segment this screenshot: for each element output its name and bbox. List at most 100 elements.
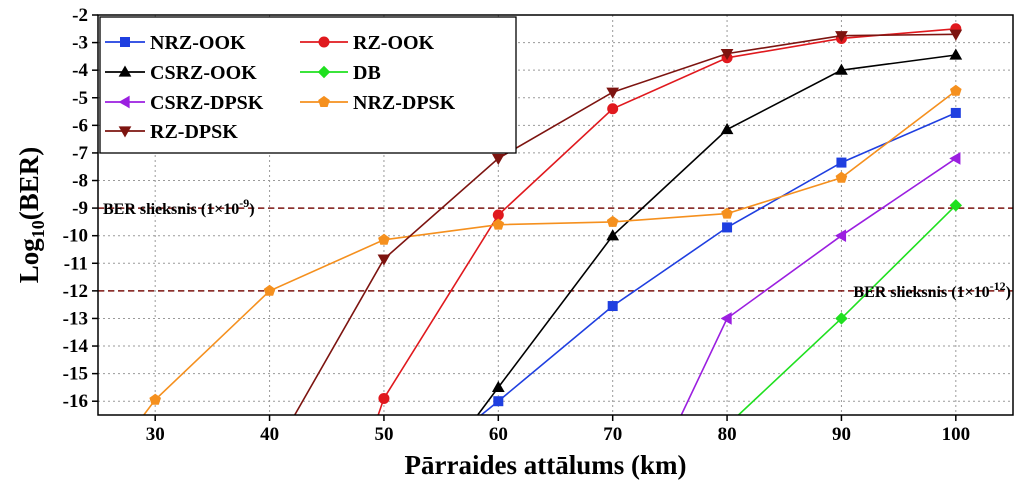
data-point-rz-ook [607, 103, 619, 115]
y-tick-label: -4 [72, 60, 88, 81]
legend-label: DB [353, 62, 381, 84]
series-layer [143, 23, 963, 415]
y-tick-label: -12 [63, 281, 88, 302]
threshold-label: BER slieksnis (1×10-12) [853, 279, 1011, 301]
y-tick-label: -5 [72, 88, 88, 109]
data-point-rz-dpsk [835, 31, 848, 43]
data-point-db [949, 199, 963, 212]
data-point-nrz-dpsk [378, 233, 390, 245]
threshold-annotations: BER slieksnis (1×10-9)BER slieksnis (1×1… [103, 196, 1011, 301]
data-point-rz-dpsk [949, 29, 963, 41]
data-point-rz-ook [378, 392, 390, 404]
data-point-csrz-ook [949, 48, 963, 60]
legend-label: NRZ-OOK [150, 32, 246, 54]
series-line-csrz-dpsk [680, 157, 957, 415]
y-axis-title-rest: (BER) [14, 147, 44, 221]
threshold-label-main: BER slieksnis (1×10 [853, 284, 989, 301]
data-point-rz-dpsk [377, 254, 391, 266]
x-tick-label: 30 [146, 424, 165, 445]
data-point-nrz-ook [722, 222, 733, 233]
series-nrz-dpsk [143, 84, 962, 415]
legend-swatch-marker [317, 65, 331, 79]
y-tick-label: -14 [63, 336, 89, 357]
y-tick-label: -13 [63, 308, 88, 329]
legend-swatch-marker [118, 126, 132, 138]
threshold-label-exp: -12 [990, 279, 1006, 293]
data-point-csrz-ook [720, 122, 734, 135]
series-rz-dpsk [294, 29, 963, 415]
legend: NRZ-OOK RZ-OOK CSRZ-OOK DB CSRZ-DPSK NRZ-DPSK… [99, 16, 517, 154]
x-axis-title: Pārraides attālums (km) [405, 450, 687, 480]
series-db [737, 199, 963, 415]
data-point-nrz-ook [836, 157, 847, 168]
y-tick-label: -16 [63, 391, 88, 412]
series-csrz-dpsk [680, 152, 961, 415]
x-tick-label: 50 [374, 424, 393, 445]
series-nrz-ook [480, 107, 961, 415]
series-csrz-ook [477, 48, 963, 415]
y-tick-label: -9 [72, 198, 88, 219]
series-line-nrz-ook [480, 112, 957, 415]
y-tick-label: -11 [64, 253, 88, 274]
legend-item-csrz-ook: CSRZ-OOK [105, 62, 257, 84]
threshold-lines [98, 207, 1013, 292]
legend-swatch-marker [118, 95, 130, 109]
legend-item-rz-ook: RZ-OOK [300, 32, 435, 54]
data-point-nrz-dpsk [492, 218, 505, 230]
legend-label: RZ-DPSK [150, 121, 238, 143]
legend-item-csrz-dpsk: CSRZ-DPSK [105, 92, 264, 114]
data-point-nrz-dpsk [606, 215, 619, 227]
threshold-label-main: BER slieksnis (1×10 [103, 201, 239, 218]
data-point-rz-dpsk [491, 153, 505, 165]
data-point-nrz-ook [607, 301, 618, 312]
x-tick-label: 90 [832, 424, 851, 445]
y-axis-title: Log10(BER) [14, 147, 48, 284]
plot-frame [97, 14, 1014, 416]
y-tick-label: -7 [72, 143, 88, 164]
legend-label: RZ-OOK [353, 32, 435, 54]
legend-swatch-marker [120, 37, 130, 47]
data-point-csrz-dpsk [720, 312, 732, 325]
data-point-db [835, 312, 848, 325]
legend-item-nrz-dpsk: NRZ-DPSK [300, 92, 456, 114]
legend-swatch-marker [318, 95, 330, 107]
x-tick-label: 40 [260, 424, 279, 445]
data-point-nrz-ook [493, 396, 504, 407]
x-tick-label: 100 [942, 424, 971, 445]
data-point-csrz-dpsk [834, 229, 847, 243]
data-point-nrz-dpsk [949, 84, 962, 96]
data-point-csrz-ook [835, 63, 848, 75]
legend-label: CSRZ-DPSK [150, 92, 264, 114]
x-tick-label: 80 [718, 424, 737, 445]
y-axis-title-sub: 10 [28, 220, 48, 238]
x-tick-label: 70 [603, 424, 622, 445]
legend-box [99, 16, 517, 154]
y-tick-label: -3 [72, 33, 88, 54]
legend-item-db: DB [300, 62, 381, 84]
data-point-nrz-ook [950, 107, 961, 118]
legend-item-rz-dpsk: RZ-DPSK [105, 121, 238, 143]
data-point-nrz-dpsk [835, 171, 848, 183]
data-point-rz-dpsk [606, 87, 620, 99]
legend-label: CSRZ-OOK [150, 62, 257, 84]
y-tick-label: -10 [63, 226, 88, 247]
data-point-rz-ook [492, 209, 504, 221]
data-point-csrz-ook [606, 229, 620, 241]
data-point-nrz-dpsk [721, 207, 733, 219]
data-point-nrz-dpsk [149, 393, 162, 405]
series-line-db [737, 204, 957, 415]
data-point-csrz-ook [491, 380, 505, 393]
legend-label: NRZ-DPSK [353, 92, 456, 114]
y-axis-title-main: Log [14, 238, 44, 284]
legend-item-nrz-ook: NRZ-OOK [105, 32, 246, 54]
y-tick-label: -6 [72, 115, 88, 136]
threshold-label-end: ) [249, 201, 254, 218]
x-tick-label: 60 [489, 424, 508, 445]
legend-swatch-marker [318, 36, 330, 48]
axis-ticks: 30 40 50 60 70 80 90 100 -2 -3 -4 -5 -6 -7 -8 -9 -10 -11 -… [63, 5, 970, 445]
legend-swatch-marker [118, 65, 132, 77]
y-tick-label: -2 [72, 5, 88, 26]
threshold-label: BER slieksnis (1×10-9) [103, 196, 255, 218]
threshold-label-end: ) [1006, 284, 1011, 301]
